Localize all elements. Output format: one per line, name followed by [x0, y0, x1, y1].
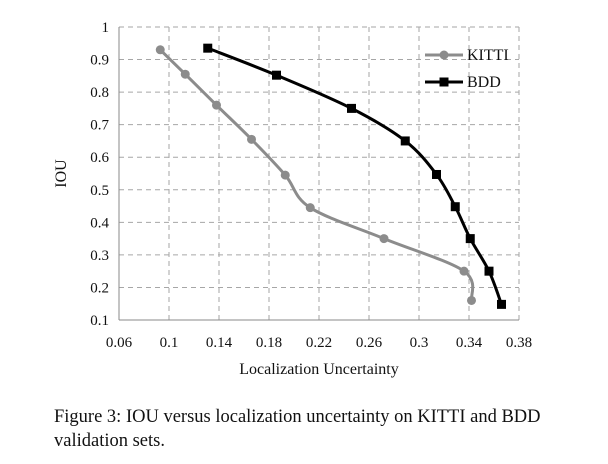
- data-point-kitti: [212, 100, 221, 110]
- data-point-bdd: [497, 299, 506, 309]
- y-axis-label: IOU: [53, 159, 70, 188]
- legend-entry-kitti: KITTI: [425, 47, 509, 64]
- legend-label-kitti: KITTI: [467, 47, 509, 64]
- legend-entry-bdd: BDD: [425, 74, 501, 91]
- data-point-kitti: [180, 69, 190, 79]
- series-group: [155, 43, 506, 309]
- legend-marker-bdd: [439, 77, 449, 87]
- line-chart: 0.1 0.2 0.3 0.4 0.5 0.6 0.7 0.8 0.9 1 0.06 0.1 0.14…: [53, 20, 532, 378]
- data-point-kitti: [155, 45, 165, 55]
- series-line-kitti: [159, 48, 475, 301]
- data-point-bdd: [203, 43, 213, 53]
- data-point-kitti: [247, 134, 256, 144]
- data-point-bdd: [450, 202, 460, 212]
- series-bdd: [203, 43, 506, 309]
- data-point-bdd: [432, 169, 441, 179]
- data-point-bdd: [400, 136, 410, 146]
- legend: KITTI BDD: [425, 47, 509, 91]
- y-tick-label: 0.1: [90, 313, 109, 329]
- x-tick-label: 0.26: [356, 335, 383, 351]
- y-tick-label: 0.7: [90, 118, 109, 134]
- x-tick-label: 0.1: [160, 335, 179, 351]
- x-tick-label: 0.22: [306, 335, 332, 351]
- y-tick-labels: 0.1 0.2 0.3 0.4 0.5 0.6 0.7 0.8 0.9 1: [90, 20, 109, 329]
- y-tick-label: 0.2: [90, 280, 109, 296]
- x-tick-label: 0.38: [506, 335, 532, 351]
- y-tick-label: 0.9: [90, 53, 109, 69]
- x-tick-label: 0.34: [456, 335, 483, 351]
- figure-caption: Figure 3: IOU versus localization uncert…: [54, 407, 541, 451]
- data-point-kitti: [467, 295, 476, 305]
- data-point-kitti: [379, 234, 389, 244]
- x-tick-label: 0.18: [256, 335, 282, 351]
- data-point-kitti: [280, 170, 290, 180]
- data-point-kitti: [305, 203, 315, 213]
- axes: [118, 27, 519, 321]
- y-tick-label: 0.4: [90, 215, 109, 231]
- x-tick-label: 0.06: [106, 335, 133, 351]
- y-tick-label: 0.5: [90, 183, 109, 199]
- y-tick-label: 0.6: [90, 150, 109, 166]
- grid: [119, 26, 520, 320]
- data-point-bdd: [347, 103, 356, 113]
- x-tick-label: 0.3: [410, 335, 429, 351]
- legend-marker-kitti: [439, 50, 449, 60]
- data-point-kitti: [459, 266, 469, 276]
- data-point-bdd: [272, 70, 281, 80]
- data-point-bdd: [484, 266, 494, 276]
- x-tick-label: 0.14: [206, 335, 233, 351]
- y-tick-label: 1: [102, 20, 110, 36]
- series-kitti: [155, 45, 476, 305]
- x-tick-labels: 0.06 0.1 0.14 0.18 0.22 0.26 0.3 0.34 0.38: [106, 335, 532, 351]
- y-tick-label: 0.8: [90, 85, 109, 101]
- y-tick-label: 0.3: [90, 248, 109, 264]
- legend-label-bdd: BDD: [467, 74, 501, 91]
- x-axis-label: Localization Uncertainty: [239, 361, 398, 378]
- data-point-bdd: [465, 234, 475, 244]
